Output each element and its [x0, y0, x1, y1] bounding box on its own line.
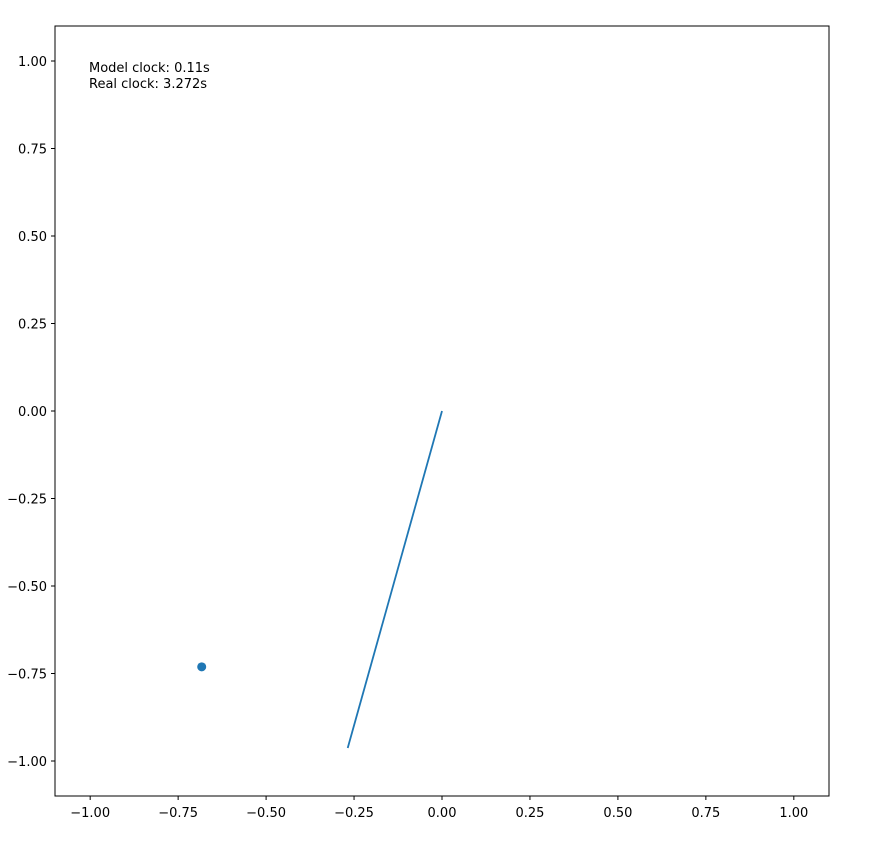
y-tick-label: −1.00	[7, 755, 47, 770]
y-tick-label: 0.75	[18, 143, 47, 158]
x-tick-label: −0.75	[158, 806, 198, 821]
series-layer	[197, 410, 443, 749]
x-tick-label: −0.50	[246, 806, 286, 821]
x-tick-label: −0.25	[334, 806, 374, 821]
pendulum-rod-line	[346, 410, 443, 749]
annotation-real-clock: Real clock: 3.272s	[89, 77, 207, 92]
y-tick-label: −0.50	[7, 580, 47, 595]
x-axis: −1.00 −0.75 −0.50 −0.25 0.00 0.25 0.50 0.75 1.00	[70, 796, 808, 821]
y-tick-label: 0.25	[18, 318, 47, 333]
scatter-point	[197, 662, 207, 672]
annotation-model-clock: Model clock: 0.11s	[89, 61, 210, 76]
y-axis: 1.00 0.75 0.50 0.25 0.00 −0.25 −0.50 −0.75 −1.00	[7, 55, 55, 770]
x-tick-label: −1.00	[70, 806, 110, 821]
y-tick-label: 0.00	[18, 405, 47, 420]
y-tick-label: −0.75	[7, 668, 47, 683]
y-tick-label: −0.25	[7, 493, 47, 508]
x-tick-label: 0.25	[515, 806, 544, 821]
x-tick-label: 0.00	[428, 806, 457, 821]
y-tick-label: 1.00	[18, 55, 47, 70]
x-tick-label: 0.50	[603, 806, 632, 821]
y-tick-label: 0.50	[18, 230, 47, 245]
x-tick-label: 1.00	[779, 806, 808, 821]
x-tick-label: 0.75	[691, 806, 720, 821]
